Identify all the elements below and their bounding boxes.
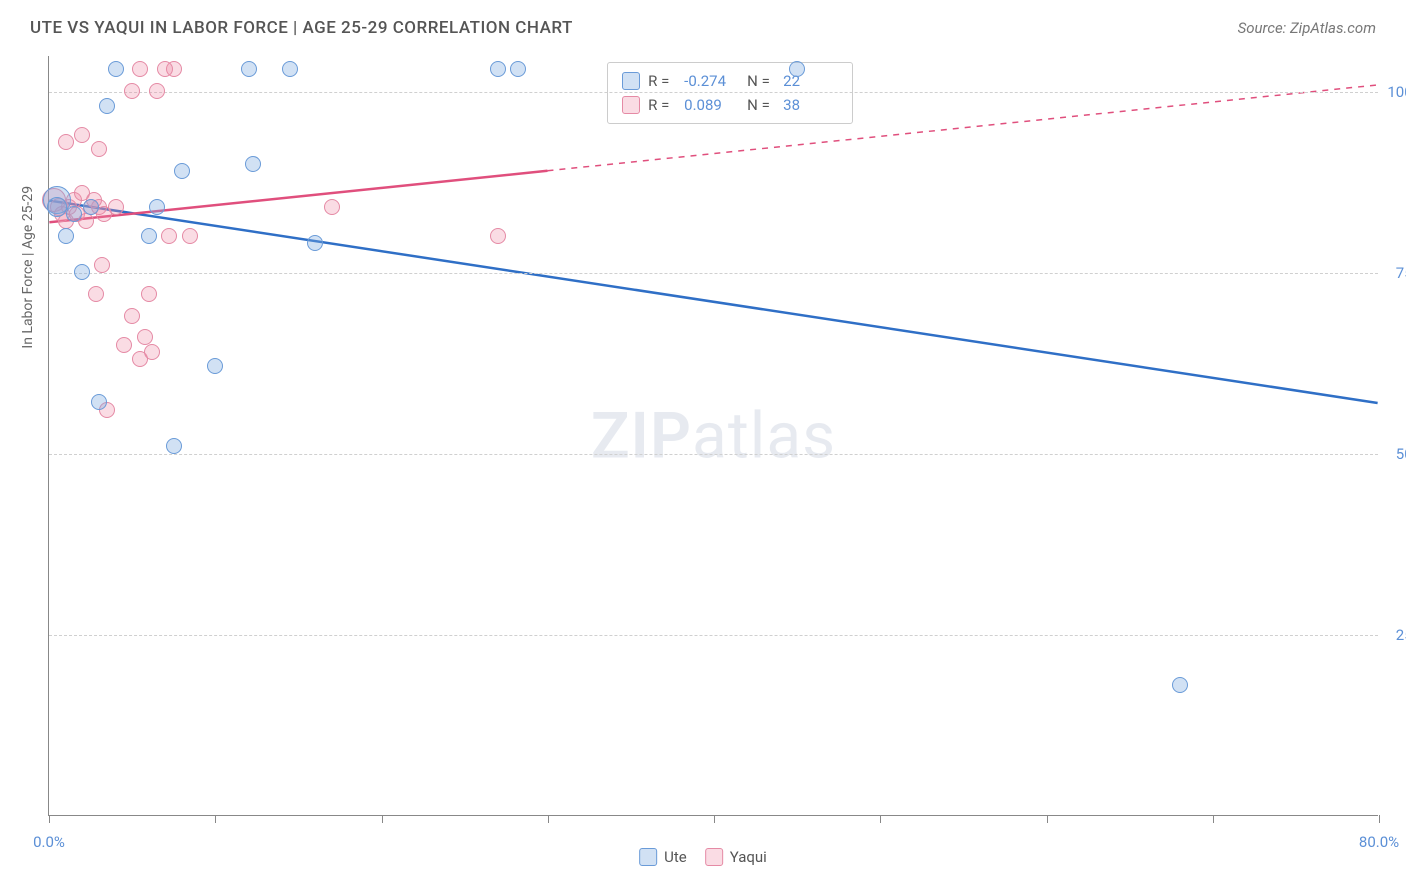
trend-line-solid	[49, 201, 1377, 403]
gridline	[49, 635, 1378, 636]
source-label: Source: ZipAtlas.com	[1238, 19, 1376, 37]
ytick-label: 100.0%	[1387, 83, 1406, 101]
data-point	[116, 337, 132, 353]
legend-series-label: Yaqui	[730, 848, 767, 866]
legend-n-label: N =	[747, 69, 775, 93]
data-point	[245, 156, 261, 172]
xtick	[1213, 815, 1214, 823]
legend-item: Yaqui	[705, 848, 767, 866]
data-point	[141, 228, 157, 244]
data-point	[510, 61, 526, 77]
data-point	[74, 127, 90, 143]
legend-item: Ute	[639, 848, 687, 866]
data-point	[144, 344, 160, 360]
data-point	[58, 134, 74, 150]
data-point	[307, 235, 323, 251]
ytick-label: 25.0%	[1396, 626, 1406, 644]
data-point	[174, 163, 190, 179]
data-point	[490, 61, 506, 77]
data-point	[94, 257, 110, 273]
data-point	[132, 61, 148, 77]
data-point	[241, 61, 257, 77]
xtick-label: 0.0%	[33, 833, 65, 851]
data-point	[108, 61, 124, 77]
data-point	[47, 197, 67, 217]
data-point	[124, 308, 140, 324]
xtick	[49, 815, 50, 823]
data-point	[83, 199, 99, 215]
legend-r-value: 0.089	[684, 93, 739, 117]
xtick	[880, 815, 881, 823]
data-point	[789, 61, 805, 77]
ytick-label: 75.0%	[1396, 264, 1406, 282]
legend-row: R =-0.274N =22	[622, 69, 838, 93]
gridline	[49, 273, 1378, 274]
legend-n-label: N =	[747, 93, 775, 117]
data-point	[99, 98, 115, 114]
legend-n-value: 38	[783, 93, 838, 117]
legend-row: R = 0.089 N = 38	[622, 93, 838, 117]
data-point	[490, 228, 506, 244]
xtick-label: 80.0%	[1359, 833, 1399, 851]
trend-line-solid	[49, 171, 547, 223]
data-point	[58, 228, 74, 244]
legend-swatch	[622, 72, 640, 90]
legend-series-label: Ute	[664, 848, 687, 866]
legend-swatch	[622, 96, 640, 114]
data-point	[66, 206, 82, 222]
xtick	[382, 815, 383, 823]
xtick	[714, 815, 715, 823]
legend-r-value: -0.274	[684, 69, 739, 93]
data-point	[149, 199, 165, 215]
data-point	[91, 394, 107, 410]
gridline	[49, 92, 1378, 93]
chart-plot-area: ZIPatlas R =-0.274N =22R =0.089N =38 25.…	[48, 56, 1378, 816]
data-point	[91, 141, 107, 157]
chart-title: UTE VS YAQUI IN LABOR FORCE | AGE 25-29 …	[30, 18, 573, 38]
legend-r-label: R =	[648, 69, 676, 93]
legend-swatch	[639, 848, 657, 866]
ytick-label: 50.0%	[1396, 445, 1406, 463]
data-point	[88, 286, 104, 302]
data-point	[141, 286, 157, 302]
data-point	[1172, 677, 1188, 693]
data-point	[207, 358, 223, 374]
series-legend: Ute Yaqui	[639, 848, 767, 866]
data-point	[182, 228, 198, 244]
xtick	[215, 815, 216, 823]
data-point	[74, 264, 90, 280]
legend-swatch	[705, 848, 723, 866]
data-point	[161, 228, 177, 244]
data-point	[124, 83, 140, 99]
y-axis-label: In Labor Force | Age 25-29	[20, 186, 36, 349]
data-point	[166, 438, 182, 454]
data-point	[282, 61, 298, 77]
xtick	[1047, 815, 1048, 823]
data-point	[157, 61, 173, 77]
watermark: ZIPatlas	[591, 398, 836, 473]
legend-r-label: R =	[648, 93, 676, 117]
xtick	[548, 815, 549, 823]
xtick	[1379, 815, 1380, 823]
gridline	[49, 454, 1378, 455]
data-point	[149, 83, 165, 99]
data-point	[324, 199, 340, 215]
